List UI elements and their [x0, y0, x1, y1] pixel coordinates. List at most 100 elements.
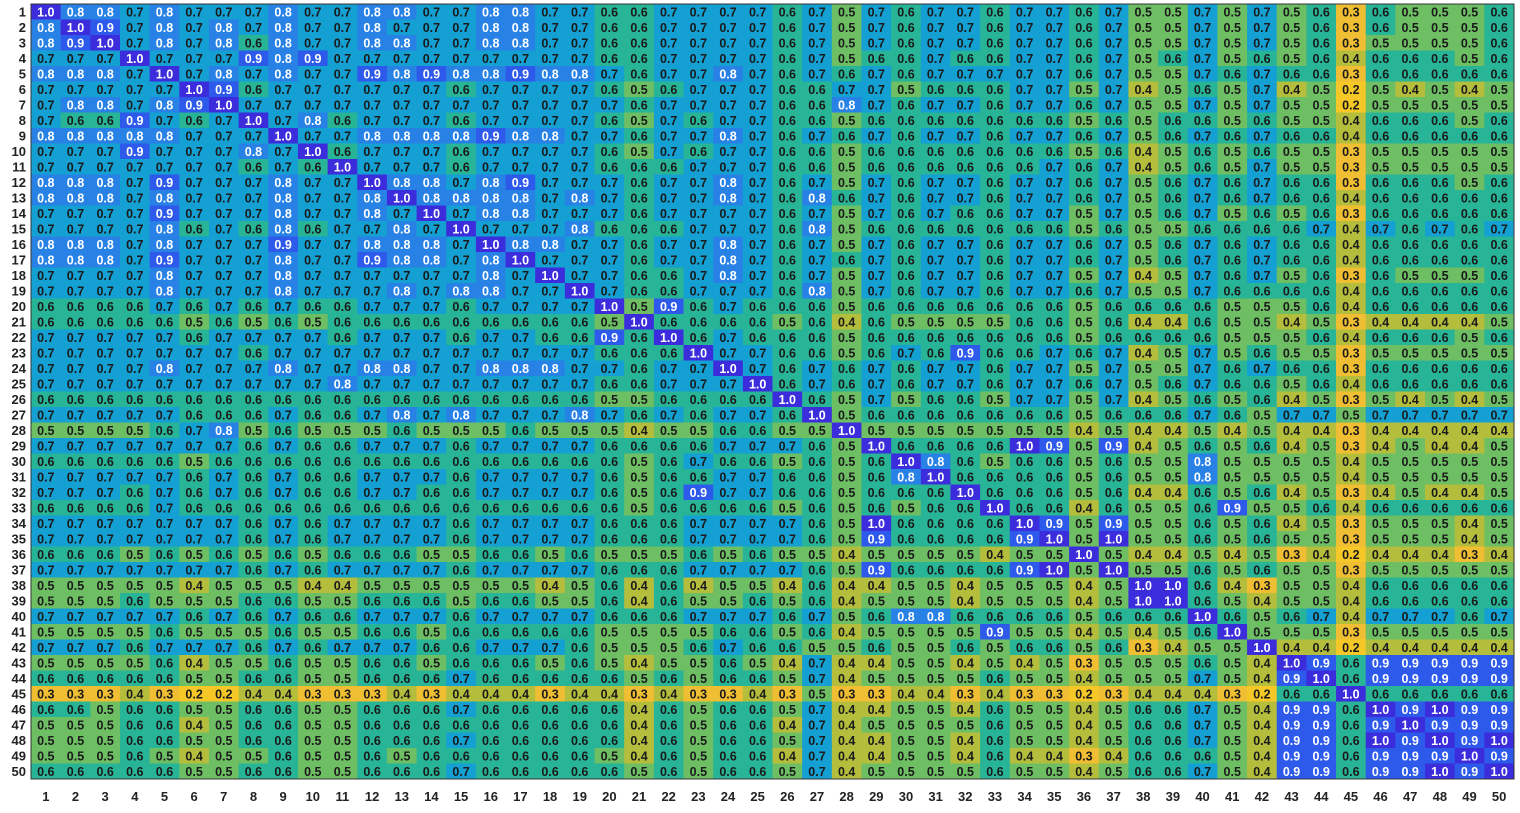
- cell-value-label: 0.6: [660, 346, 677, 360]
- cell-value-label: 0.6: [512, 455, 529, 469]
- cell-value-label: 0.6: [1461, 594, 1478, 608]
- cell-value-label: 0.7: [1431, 610, 1448, 624]
- cell-value-label: 0.5: [185, 548, 202, 562]
- cell-value-label: 0.6: [749, 625, 766, 639]
- cell-value-label: 0.7: [571, 486, 588, 500]
- cell-value-label: 0.6: [363, 548, 380, 562]
- cell-value-label: 0.7: [185, 21, 202, 35]
- cell-value-label: 0.4: [1342, 455, 1359, 469]
- cell-value-label: 0.7: [156, 470, 173, 484]
- cell-value-label: 0.7: [601, 67, 618, 81]
- cell-value-label: 0.6: [185, 501, 202, 515]
- cell-value-label: 0.7: [749, 67, 766, 81]
- cell-value-label: 0.6: [423, 734, 440, 748]
- cell-value-label: 0.7: [1194, 207, 1211, 221]
- cell-value-label: 0.7: [1016, 393, 1033, 407]
- cell-value-label: 0.5: [304, 749, 321, 763]
- cell-value-label: 0.6: [719, 315, 736, 329]
- cell-value-label: 0.7: [185, 52, 202, 66]
- cell-value-label: 0.6: [1401, 284, 1418, 298]
- cell-value-label: 0.6: [245, 718, 262, 732]
- cell-value-label: 0.9: [1431, 718, 1448, 732]
- cell-value-label: 0.7: [779, 439, 796, 453]
- cell-value-label: 0.5: [1135, 672, 1152, 686]
- heatmap-cell: [386, 4, 417, 20]
- cell-value-label: 0.5: [1283, 160, 1300, 174]
- cell-value-label: 0.5: [1313, 393, 1330, 407]
- cell-value-label: 0.5: [1075, 532, 1092, 546]
- cell-value-label: 0.7: [719, 160, 736, 174]
- cell-value-label: 0.5: [1490, 517, 1507, 531]
- cell-value-label: 0.6: [452, 114, 469, 128]
- cell-value-label: 0.6: [1283, 191, 1300, 205]
- cell-value-label: 0.5: [1224, 563, 1241, 577]
- cell-value-label: 0.6: [719, 672, 736, 686]
- cell-value-label: 0.6: [897, 362, 914, 376]
- cell-value-label: 0.6: [957, 408, 974, 422]
- cell-value-label: 0.6: [986, 703, 1003, 717]
- cell-value-label: 0.4: [1016, 656, 1033, 670]
- cell-value-label: 0.6: [67, 300, 84, 314]
- cell-value-label: 0.8: [363, 191, 380, 205]
- cell-value-label: 0.5: [1372, 455, 1389, 469]
- cell-value-label: 0.6: [690, 641, 707, 655]
- cell-value-label: 0.7: [749, 145, 766, 159]
- cell-value-label: 0.3: [630, 687, 647, 701]
- cell-value-label: 0.5: [1135, 238, 1152, 252]
- cell-value-label: 0.7: [1046, 129, 1063, 143]
- cell-value-label: 0.7: [363, 331, 380, 345]
- cell-value-label: 0.6: [185, 470, 202, 484]
- cell-value-label: 0.7: [67, 362, 84, 376]
- cell-value-label: 0.5: [1135, 517, 1152, 531]
- cell-value-label: 0.5: [1016, 765, 1033, 779]
- cell-value-label: 0.5: [838, 439, 855, 453]
- cell-value-label: 0.5: [1075, 300, 1092, 314]
- cell-value-label: 0.7: [808, 765, 825, 779]
- cell-value-label: 0.6: [1283, 129, 1300, 143]
- cell-value-label: 0.5: [215, 579, 232, 593]
- cell-value-label: 0.8: [571, 191, 588, 205]
- cell-value-label: 0.5: [1313, 625, 1330, 639]
- cell-value-label: 0.4: [838, 718, 855, 732]
- cell-value-label: 0.5: [1075, 470, 1092, 484]
- cell-value-label: 1.0: [1431, 703, 1448, 717]
- cell-value-label: 0.5: [1194, 641, 1211, 655]
- cell-value-label: 0.7: [37, 532, 54, 546]
- cell-value-label: 0.6: [245, 594, 262, 608]
- cell-value-label: 0.5: [1253, 315, 1270, 329]
- cell-value-label: 0.4: [779, 718, 796, 732]
- cell-value-label: 0.5: [601, 315, 618, 329]
- cell-value-label: 0.5: [1490, 625, 1507, 639]
- cell-value-label: 0.6: [1431, 331, 1448, 345]
- cell-value-label: 0.4: [1313, 548, 1330, 562]
- cell-value-label: 0.6: [1461, 377, 1478, 391]
- cell-value-label: 0.6: [452, 610, 469, 624]
- cell-value-label: 0.6: [957, 114, 974, 128]
- cell-value-label: 0.7: [423, 470, 440, 484]
- cell-value-label: 0.9: [868, 532, 885, 546]
- cell-value-label: 0.8: [541, 67, 558, 81]
- cell-value-label: 0.6: [601, 36, 618, 50]
- cell-value-label: 0.5: [1313, 98, 1330, 112]
- cell-value-label: 0.7: [897, 346, 914, 360]
- cell-value-label: 0.6: [1046, 641, 1063, 655]
- cell-value-label: 0.6: [1342, 765, 1359, 779]
- cell-value-label: 0.4: [1342, 253, 1359, 267]
- cell-value-label: 0.6: [1401, 222, 1418, 236]
- cell-value-label: 0.7: [96, 346, 113, 360]
- cell-value-label: 0.8: [927, 455, 944, 469]
- cell-value-label: 0.5: [897, 315, 914, 329]
- cell-value-label: 0.7: [274, 114, 291, 128]
- cell-value-label: 0.6: [868, 610, 885, 624]
- cell-value-label: 0.5: [838, 176, 855, 190]
- cell-value-label: 0.6: [1342, 703, 1359, 717]
- cell-value-label: 0.9: [1224, 501, 1241, 515]
- cell-value-label: 0.6: [868, 501, 885, 515]
- cell-value-label: 0.5: [838, 36, 855, 50]
- cell-value-label: 0.8: [96, 98, 113, 112]
- cell-value-label: 0.7: [571, 470, 588, 484]
- cell-value-label: 0.5: [927, 749, 944, 763]
- cell-value-label: 0.7: [660, 145, 677, 159]
- cell-value-label: 0.5: [779, 594, 796, 608]
- cell-value-label: 0.6: [156, 548, 173, 562]
